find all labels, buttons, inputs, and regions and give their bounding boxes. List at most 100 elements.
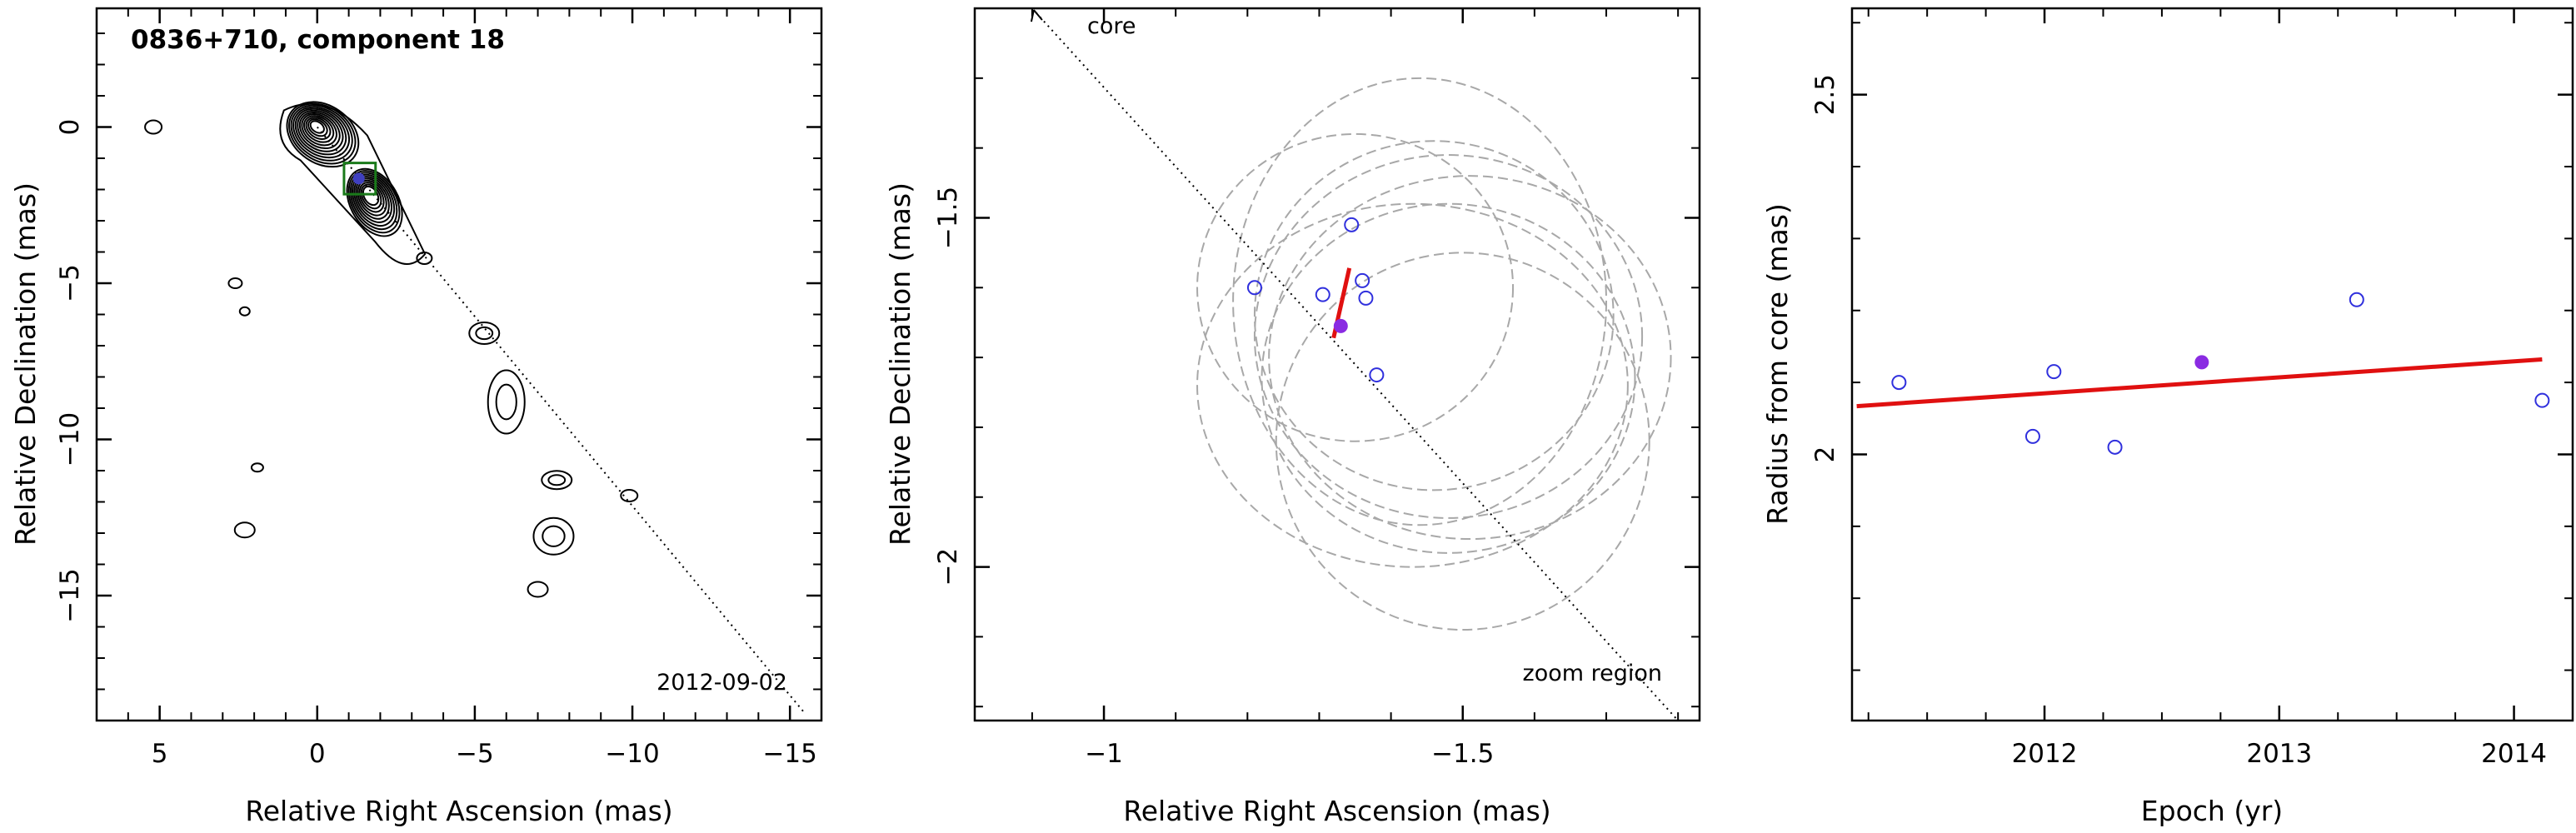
jet-knot-contour [620,489,639,502]
y-axis-label: Relative Declination (mas) [9,182,42,546]
x-axis-label: Relative Right Ascension (mas) [245,795,672,827]
radius-point [2046,364,2062,380]
current-epoch-point [2194,355,2209,370]
radius-point [2349,292,2364,307]
y-tick-label: 2.5 [1810,74,1840,115]
position-point [1246,280,1262,296]
chart-title: 0836+710, component 18 [131,25,505,55]
jet-knot-contour [542,525,566,547]
contour-map [144,101,806,716]
x-tick-label: −5 [456,739,494,769]
y-tick-label: 0 [55,119,85,136]
beam-ellipse [1253,140,1615,491]
core-annotation: core [1087,13,1136,39]
position-point [1344,217,1360,232]
zoom-panel: −1 −1.5 −1.5 −2 core zoom region Relative R… [884,7,1701,827]
beam-ellipse [1196,132,1515,442]
component-marker [352,172,365,185]
jet-knot-contour [527,581,549,598]
core-contour [307,118,328,137]
x-axis-label: Epoch (yr) [2141,795,2283,827]
contour-panel: 5 0 −5 −10 −15 0 −5 −10 −15 0836+710, component … [9,7,823,827]
x-tick-label: 2014 [2481,739,2547,769]
y-tick-label: −5 [55,264,85,302]
plot-frame [95,7,823,722]
outer-contour [279,102,427,265]
core-contour [292,106,350,159]
core-contour [290,104,353,162]
y-axis-label: Relative Declination (mas) [884,182,916,546]
y-tick-label: −2 [933,548,963,586]
core-contour [294,107,347,156]
jet-knot-contour [250,462,264,473]
y-tick-label: 2 [1810,446,1840,463]
jet-knot-contour [495,383,517,421]
jet-knot-contour [238,306,251,317]
jet-knot-contour [468,322,501,345]
jet-knot-contour [541,470,573,491]
radius-content [1856,292,2550,455]
x-tick-label: −1 [1085,739,1123,769]
jet-contour [358,182,385,213]
x-tick-label: 2013 [2246,739,2312,769]
radius-panel: 2012 2013 2014 2 2.5 Epoch (yr) Radius from … [1761,7,2574,827]
jet-knot-contour [532,516,575,556]
core-contour [309,120,325,134]
jet-knot-contour [547,474,567,486]
jet-knot-contour [144,119,163,135]
y-tick-label: −10 [55,412,85,466]
radius-point [2107,439,2123,455]
beam-ellipse [1253,154,1644,519]
beam-ellipse [1268,175,1672,541]
zoom-plot-area [1031,8,1679,721]
y-tick-label: −15 [55,568,85,622]
zoom-content [1030,8,1679,721]
x-tick-label: −1.5 [1431,739,1494,769]
core-contour [302,115,335,143]
core-contour [297,109,344,152]
position-point [1355,272,1370,288]
x-tick-label: 5 [152,739,168,769]
core-contour [305,117,332,140]
zoom-region-annotation: zoom region [1523,661,1662,686]
jet-knot-contour [233,521,256,539]
jet-contour [347,170,401,234]
zoom-region-box [342,162,377,196]
x-tick-label: −10 [605,739,659,769]
jet-axis-line [1031,8,1679,721]
core-contour [298,111,341,150]
radius-point [1891,375,1907,391]
jet-knot-contour [227,277,243,289]
axis-ticks: 5 0 −5 −10 −15 0 −5 −10 −15 [55,8,822,769]
epoch-date-label: 2012-09-02 [656,670,787,696]
core-contour [301,113,337,147]
plot-frame [973,7,1701,722]
radius-point [2024,428,2040,444]
plot-frame [1850,7,2574,722]
axis-ticks: 2012 2013 2014 2 2.5 [1810,8,2574,769]
x-tick-label: 0 [309,739,326,769]
position-point [1369,367,1385,383]
position-point [1315,287,1330,302]
y-tick-label: −1.5 [933,187,963,249]
jet-contour [360,183,382,210]
x-tick-label: 2012 [2012,739,2078,769]
beam-ellipse [1261,202,1636,554]
jet-knot-contour [475,326,494,341]
beam-ellipse [1196,202,1629,568]
jet-contour [346,167,403,237]
jet-axis-line [317,126,806,716]
beam-ellipse [1275,252,1650,631]
y-axis-label: Radius from core (mas) [1761,203,1794,525]
fit-line [1856,357,2543,409]
core-contour [286,101,360,168]
position-point [1358,290,1374,306]
current-epoch-point [1333,318,1348,333]
x-axis-label: Relative Right Ascension (mas) [1123,795,1550,827]
beam-ellipse [1232,77,1608,526]
jet-knot-contour [487,369,526,435]
x-tick-label: −15 [762,739,816,769]
jet-knot-contour [416,252,433,265]
radius-point [2534,392,2550,408]
